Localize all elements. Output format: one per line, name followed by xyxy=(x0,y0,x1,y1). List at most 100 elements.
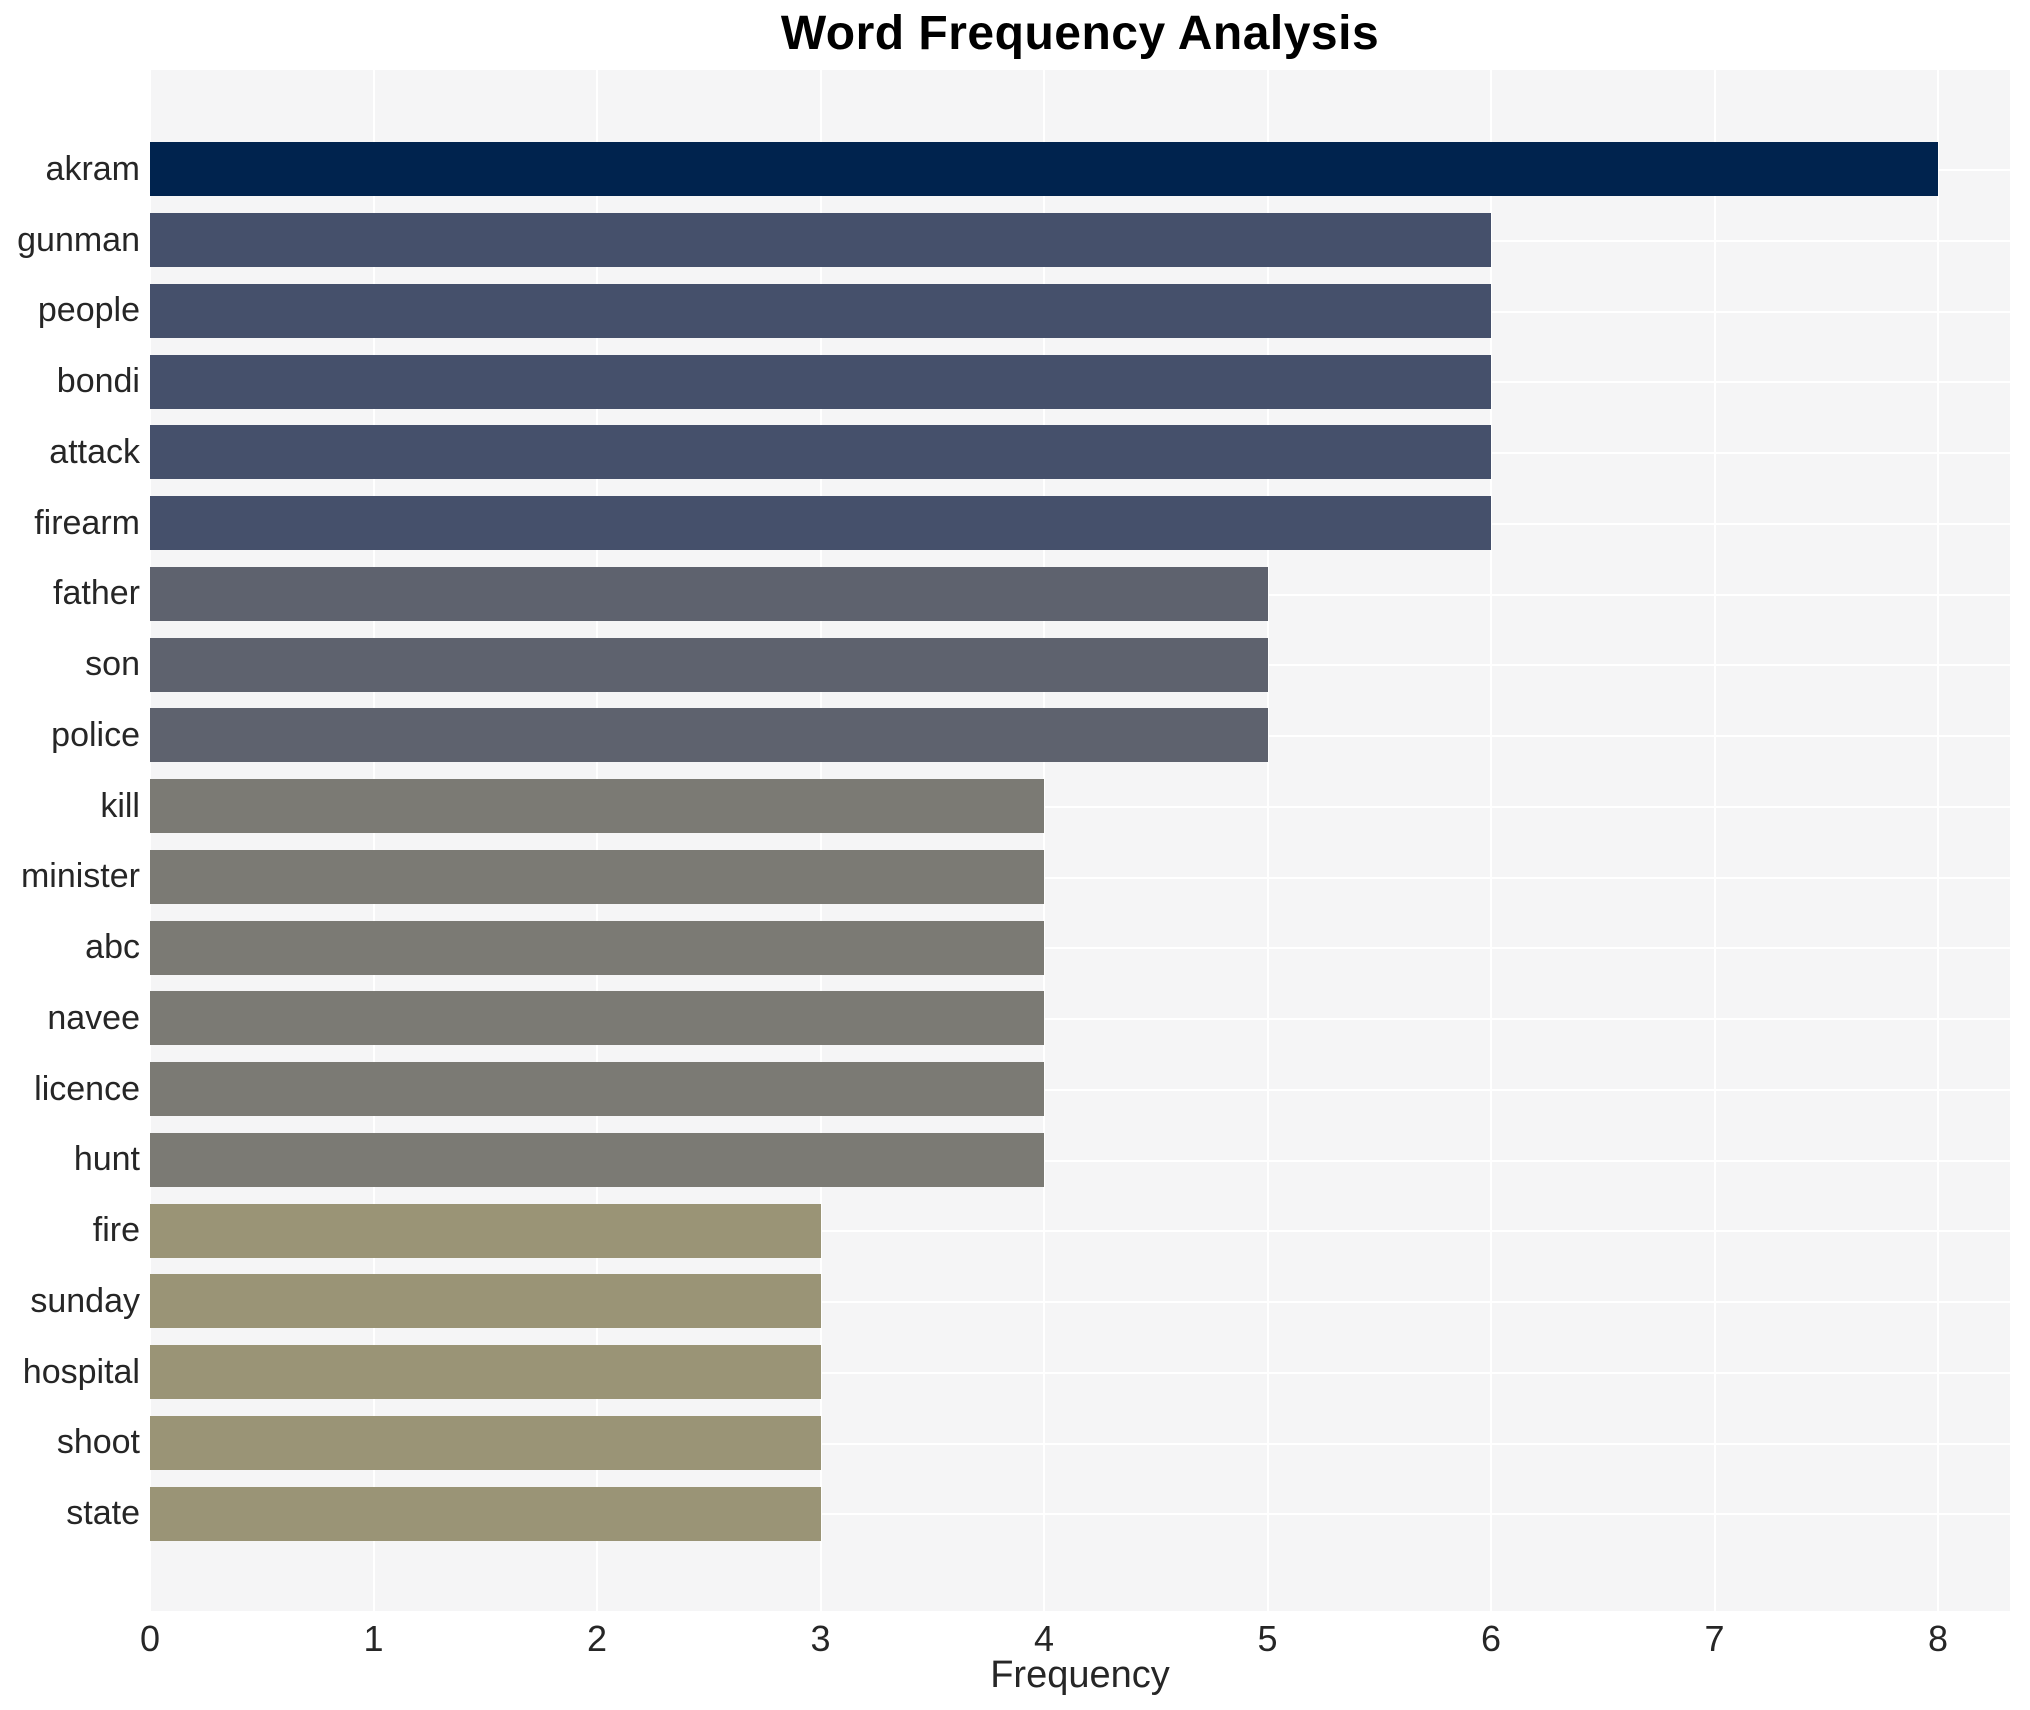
bar-row-akram: akram xyxy=(0,134,2030,205)
category-label-kill: kill xyxy=(100,786,140,825)
gridline-x-5 xyxy=(1266,70,1269,1611)
category-label-hospital: hospital xyxy=(22,1352,140,1391)
bar-zone-sunday xyxy=(150,1274,2030,1329)
bar-zone-hunt xyxy=(150,1132,2030,1187)
category-label-shoot: shoot xyxy=(56,1423,140,1462)
category-label-attack: attack xyxy=(49,432,140,471)
x-tick-label-0: 0 xyxy=(139,1618,161,1659)
gridline-y-shoot xyxy=(150,1442,2010,1445)
bar-row-minister: minister xyxy=(0,842,2030,913)
bar-row-firearm: firearm xyxy=(0,488,2030,559)
x-tick-label-3: 3 xyxy=(810,1618,831,1659)
gridline-y-state xyxy=(150,1513,2010,1516)
bar-row-son: son xyxy=(0,629,2030,700)
gridline-y-hospital xyxy=(150,1371,2010,1374)
gridline-y-licence xyxy=(150,1088,2010,1091)
gridline-y-navee xyxy=(150,1018,2010,1020)
category-label-bondi: bondi xyxy=(56,362,140,401)
bar-zone-licence xyxy=(150,1062,2030,1117)
bar-row-sunday: sunday xyxy=(0,1266,2030,1337)
x-tick-label-4: 4 xyxy=(1033,1618,1055,1659)
gridline-x-4 xyxy=(1043,70,1045,1611)
bar-row-fire: fire xyxy=(0,1195,2030,1266)
bar-row-bondi: bondi xyxy=(0,346,2030,417)
bar-bondi xyxy=(150,354,1491,409)
gridline-y-minister xyxy=(150,876,2010,879)
category-label-people: people xyxy=(37,291,140,330)
bar-zone-kill xyxy=(150,779,2030,834)
gridline-y-kill xyxy=(150,805,2010,808)
bar-row-abc: abc xyxy=(0,912,2030,983)
bar-row-navee: navee xyxy=(0,983,2030,1054)
bar-akram xyxy=(150,142,1938,197)
bar-shoot xyxy=(150,1415,821,1470)
bar-row-father: father xyxy=(0,559,2030,630)
chart-title: Word Frequency Analysis xyxy=(780,7,1380,60)
gridline-x-2 xyxy=(596,70,598,1611)
gridline-x-6 xyxy=(1490,70,1492,1611)
bar-navee xyxy=(150,991,1044,1046)
x-tick-label-6: 6 xyxy=(1480,1618,1502,1659)
x-tick-label-8: 8 xyxy=(1927,1618,1949,1659)
category-label-hunt: hunt xyxy=(73,1140,140,1179)
category-label-police: police xyxy=(51,715,140,754)
bar-people xyxy=(150,283,1491,338)
category-label-akram: akram xyxy=(45,149,140,188)
bar-kill xyxy=(150,779,1044,834)
gridline-x-8 xyxy=(1937,70,1939,1611)
gridline-x-0 xyxy=(149,70,151,1611)
bar-row-state: state xyxy=(0,1478,2030,1549)
gridline-x-7 xyxy=(1713,70,1716,1611)
bar-row-attack: attack xyxy=(0,417,2030,488)
bar-zone-shoot xyxy=(150,1415,2030,1470)
bar-rows: akram gunman people bondi attack firearm fathe… xyxy=(0,70,2030,1611)
bar-zone-akram xyxy=(150,142,2030,197)
bar-father xyxy=(150,566,1268,621)
bar-state xyxy=(150,1486,821,1541)
gridline-x-3 xyxy=(819,70,822,1611)
bar-row-people: people xyxy=(0,276,2030,347)
x-tick-label-5: 5 xyxy=(1257,1618,1278,1659)
x-tick-label-2: 2 xyxy=(586,1618,608,1659)
category-label-son: son xyxy=(85,645,140,684)
bar-hospital xyxy=(150,1345,821,1400)
x-tick-label-7: 7 xyxy=(1704,1618,1725,1659)
category-label-state: state xyxy=(66,1494,140,1533)
bar-zone-firearm xyxy=(150,496,2030,551)
gridline-y-abc xyxy=(150,947,2010,950)
bar-row-kill: kill xyxy=(0,771,2030,842)
category-label-fire: fire xyxy=(92,1211,140,1250)
bar-zone-hospital xyxy=(150,1345,2030,1400)
bar-zone-abc xyxy=(150,920,2030,975)
bar-son xyxy=(150,637,1268,692)
bar-minister xyxy=(150,849,1044,904)
gridline-y-sunday xyxy=(150,1301,2010,1303)
gridline-x-1 xyxy=(372,70,375,1611)
bar-row-hunt: hunt xyxy=(0,1125,2030,1196)
bar-zone-bondi xyxy=(150,354,2030,409)
gridline-y-hunt xyxy=(150,1159,2010,1162)
bar-sunday xyxy=(150,1274,821,1329)
category-label-father: father xyxy=(53,574,140,613)
category-label-navee: navee xyxy=(47,998,140,1037)
bar-firearm xyxy=(150,496,1491,551)
bar-zone-state xyxy=(150,1486,2030,1541)
bar-zone-navee xyxy=(150,991,2030,1046)
bar-abc xyxy=(150,920,1044,975)
x-axis-label: Frequency xyxy=(990,1654,1170,1696)
category-label-gunman: gunman xyxy=(17,220,140,259)
bar-licence xyxy=(150,1062,1044,1117)
bar-row-hospital: hospital xyxy=(0,1337,2030,1408)
bar-zone-son xyxy=(150,637,2030,692)
bar-fire xyxy=(150,1203,821,1258)
x-tick-label-1: 1 xyxy=(363,1618,384,1659)
bar-zone-people xyxy=(150,283,2030,338)
bar-attack xyxy=(150,425,1491,480)
gridline-y-fire xyxy=(150,1230,2010,1233)
bar-row-police: police xyxy=(0,700,2030,771)
category-label-firearm: firearm xyxy=(34,503,140,542)
bar-zone-gunman xyxy=(150,213,2030,268)
category-label-sunday: sunday xyxy=(30,1281,140,1320)
bar-row-shoot: shoot xyxy=(0,1408,2030,1479)
